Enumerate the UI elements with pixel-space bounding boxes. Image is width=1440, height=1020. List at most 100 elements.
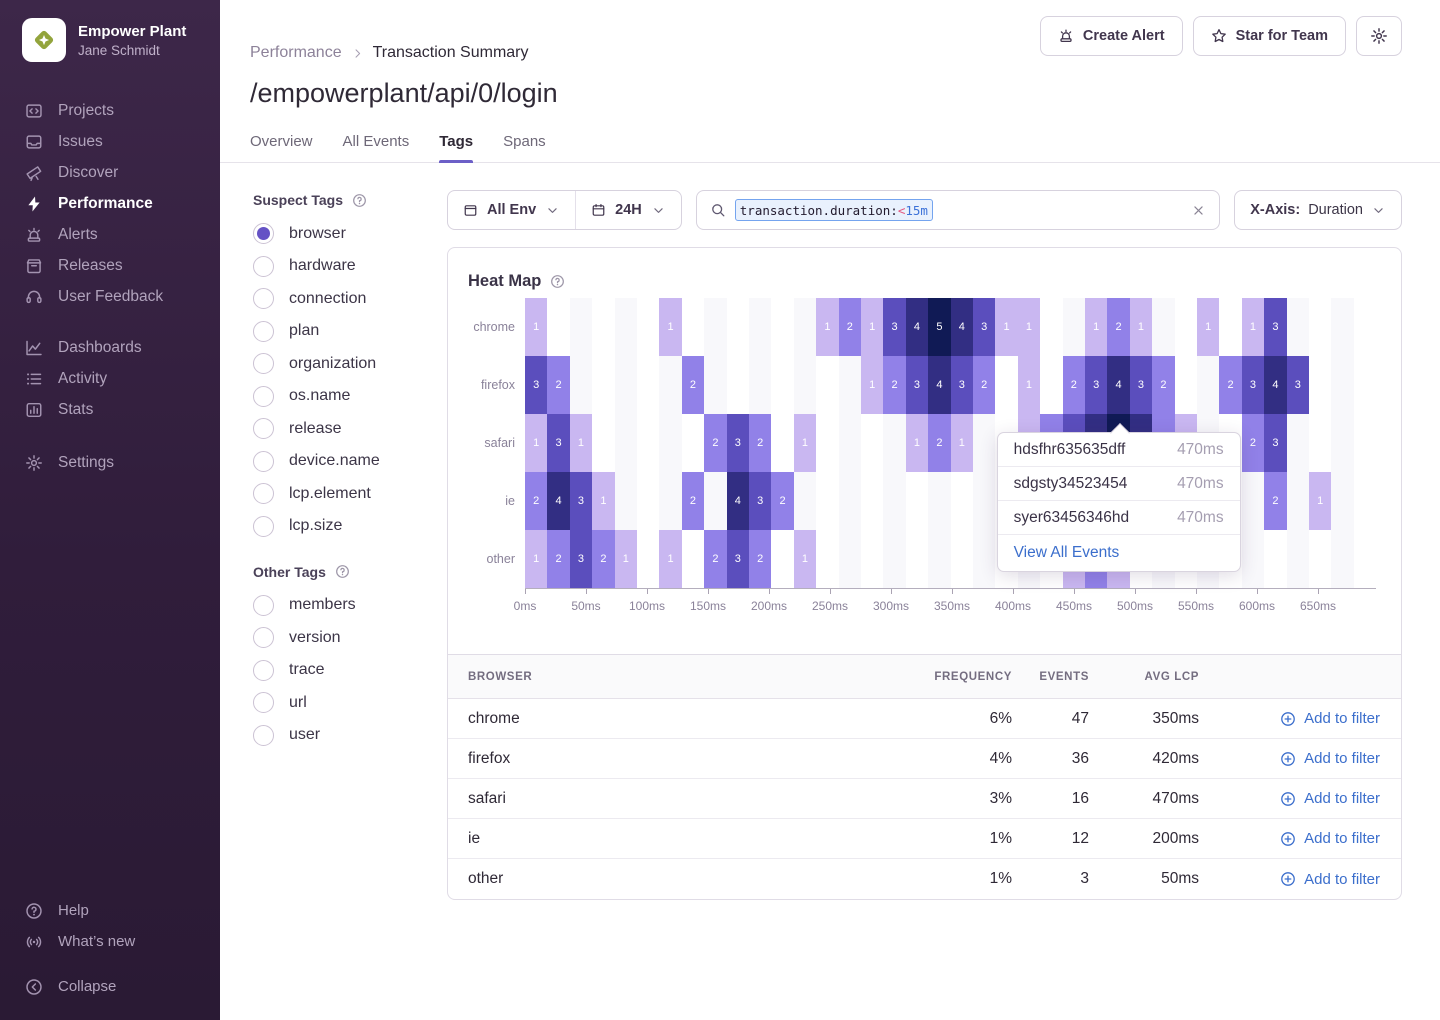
heatmap-cell-ie-9[interactable]: 4 (726, 472, 749, 530)
heatmap-cell-firefox-26[interactable]: 4 (1107, 356, 1130, 414)
heatmap-cell-chrome-25[interactable]: 1 (1085, 298, 1108, 356)
add-to-filter-button[interactable]: Add to filter (1199, 871, 1380, 888)
radio-unselected[interactable] (253, 692, 274, 713)
heatmap-cell-safari-0[interactable]: 1 (525, 414, 548, 472)
heatmap-cell-ie-7[interactable]: 2 (681, 472, 705, 530)
add-to-filter-button[interactable]: Add to filter (1199, 790, 1380, 807)
tag-option-plan[interactable]: plan (253, 320, 447, 342)
heatmap-cell-firefox-0[interactable]: 3 (525, 356, 548, 414)
sidebar-item-user-feedback[interactable]: User Feedback (0, 281, 220, 312)
star-for-team-button[interactable]: Star for Team (1192, 16, 1346, 56)
tag-option-connection[interactable]: connection (253, 288, 447, 309)
heatmap-cell-firefox-1[interactable]: 2 (547, 356, 570, 414)
heatmap-cell-other-10[interactable]: 2 (749, 530, 772, 588)
sidebar-item-alerts[interactable]: Alerts (0, 219, 220, 250)
radio-unselected[interactable] (253, 724, 274, 746)
search-token[interactable]: transaction.duration:<15m (734, 199, 933, 221)
heatmap-cell-chrome-15[interactable]: 1 (861, 298, 884, 356)
heatmap-cell-other-8[interactable]: 2 (704, 530, 727, 588)
search-input[interactable]: transaction.duration:<15m (695, 190, 1221, 230)
tag-option-device-name[interactable]: device.name (253, 450, 447, 472)
radio-unselected[interactable] (253, 450, 274, 472)
sidebar-item-releases[interactable]: Releases (0, 250, 220, 281)
tab-all-events[interactable]: All Events (342, 133, 410, 150)
tag-option-release[interactable]: release (253, 418, 447, 439)
timerange-selector[interactable]: 24H (576, 191, 681, 229)
close-icon[interactable] (1191, 203, 1206, 218)
heatmap-cell-chrome-19[interactable]: 4 (950, 298, 973, 356)
heatmap-cell-other-1[interactable]: 2 (547, 530, 570, 588)
heatmap-cell-ie-0[interactable]: 2 (525, 472, 548, 530)
heatmap-cell-chrome-14[interactable]: 2 (838, 298, 861, 356)
heatmap-cell-firefox-33[interactable]: 4 (1264, 356, 1287, 414)
tab-overview[interactable]: Overview (250, 133, 313, 150)
sidebar-item-collapse[interactable]: Collapse (0, 971, 220, 1002)
heatmap-cell-chrome-22[interactable]: 1 (1017, 298, 1041, 356)
heatmap-cell-ie-11[interactable]: 2 (771, 472, 794, 530)
heatmap-cell-chrome-32[interactable]: 1 (1241, 298, 1265, 356)
heatmap-cell-ie-35[interactable]: 1 (1309, 472, 1332, 530)
heatmap-cell-chrome-21[interactable]: 1 (995, 298, 1018, 356)
environment-selector[interactable]: All Env (448, 191, 575, 229)
heatmap-cell-chrome-0[interactable]: 1 (525, 298, 548, 356)
heatmap-cell-chrome-17[interactable]: 4 (905, 298, 929, 356)
heatmap-cell-firefox-28[interactable]: 2 (1152, 356, 1175, 414)
heatmap-cell-chrome-33[interactable]: 3 (1264, 298, 1287, 356)
heatmap-cell-chrome-16[interactable]: 3 (883, 298, 906, 356)
heatmap-cell-ie-1[interactable]: 4 (547, 472, 570, 530)
tag-option-version[interactable]: version (253, 627, 447, 648)
heatmap-cell-safari-32[interactable]: 2 (1241, 414, 1265, 472)
radio-unselected[interactable] (253, 515, 274, 537)
heatmap-cell-firefox-31[interactable]: 2 (1219, 356, 1242, 414)
heatmap-cell-other-6[interactable]: 1 (659, 530, 682, 588)
heatmap-cell-firefox-19[interactable]: 3 (950, 356, 973, 414)
sidebar-item-activity[interactable]: Activity (0, 363, 220, 394)
heatmap-cell-safari-1[interactable]: 3 (547, 414, 570, 472)
heatmap-cell-firefox-18[interactable]: 4 (928, 356, 951, 414)
heatmap-cell-safari-17[interactable]: 1 (905, 414, 929, 472)
view-all-events-link[interactable]: View All Events (1013, 544, 1120, 561)
heatmap-cell-other-0[interactable]: 1 (525, 530, 548, 588)
heatmap-cell-firefox-25[interactable]: 3 (1085, 356, 1108, 414)
heatmap-cell-firefox-20[interactable]: 2 (973, 356, 996, 414)
tag-option-user[interactable]: user (253, 724, 447, 746)
heatmap-cell-firefox-24[interactable]: 2 (1062, 356, 1085, 414)
help-circle-icon[interactable] (550, 274, 565, 289)
heatmap-cell-safari-2[interactable]: 1 (569, 414, 593, 472)
sidebar-item-help[interactable]: Help (0, 895, 220, 926)
heatmap-cell-safari-8[interactable]: 2 (704, 414, 727, 472)
tab-spans[interactable]: Spans (503, 133, 546, 150)
radio-unselected[interactable] (253, 594, 274, 616)
heatmap-cell-ie-33[interactable]: 2 (1264, 472, 1287, 530)
heatmap-cell-chrome-27[interactable]: 1 (1129, 298, 1153, 356)
sidebar-item-dashboards[interactable]: Dashboards (0, 332, 220, 363)
heatmap-cell-other-3[interactable]: 2 (592, 530, 615, 588)
add-to-filter-button[interactable]: Add to filter (1199, 710, 1380, 727)
heatmap-cell-other-2[interactable]: 3 (569, 530, 593, 588)
sidebar-item-discover[interactable]: Discover (0, 157, 220, 188)
sidebar-item-stats[interactable]: Stats (0, 394, 220, 425)
sidebar-item-issues[interactable]: Issues (0, 126, 220, 157)
tag-option-trace[interactable]: trace (253, 659, 447, 681)
heatmap-cell-firefox-15[interactable]: 1 (861, 356, 884, 414)
heatmap-cell-safari-9[interactable]: 3 (726, 414, 749, 472)
radio-unselected[interactable] (253, 255, 274, 277)
radio-unselected[interactable] (253, 320, 274, 342)
heatmap-cell-safari-12[interactable]: 1 (793, 414, 817, 472)
tag-option-lcp-size[interactable]: lcp.size (253, 515, 447, 537)
heatmap-cell-other-9[interactable]: 3 (726, 530, 749, 588)
radio-unselected[interactable] (253, 288, 274, 309)
sidebar-item-what-s-new[interactable]: What’s new (0, 926, 220, 957)
heatmap-cell-firefox-16[interactable]: 2 (883, 356, 906, 414)
radio-unselected[interactable] (253, 353, 274, 374)
tag-option-hardware[interactable]: hardware (253, 255, 447, 277)
heatmap-cell-chrome-18[interactable]: 5 (928, 298, 951, 356)
tab-tags[interactable]: Tags (439, 133, 473, 163)
tag-option-url[interactable]: url (253, 692, 447, 713)
heatmap-cell-chrome-20[interactable]: 3 (973, 298, 996, 356)
radio-unselected[interactable] (253, 385, 274, 407)
heatmap-cell-ie-2[interactable]: 3 (569, 472, 593, 530)
tag-option-os-name[interactable]: os.name (253, 385, 447, 407)
tag-option-lcp-element[interactable]: lcp.element (253, 483, 447, 504)
tag-option-browser[interactable]: browser (253, 223, 447, 244)
